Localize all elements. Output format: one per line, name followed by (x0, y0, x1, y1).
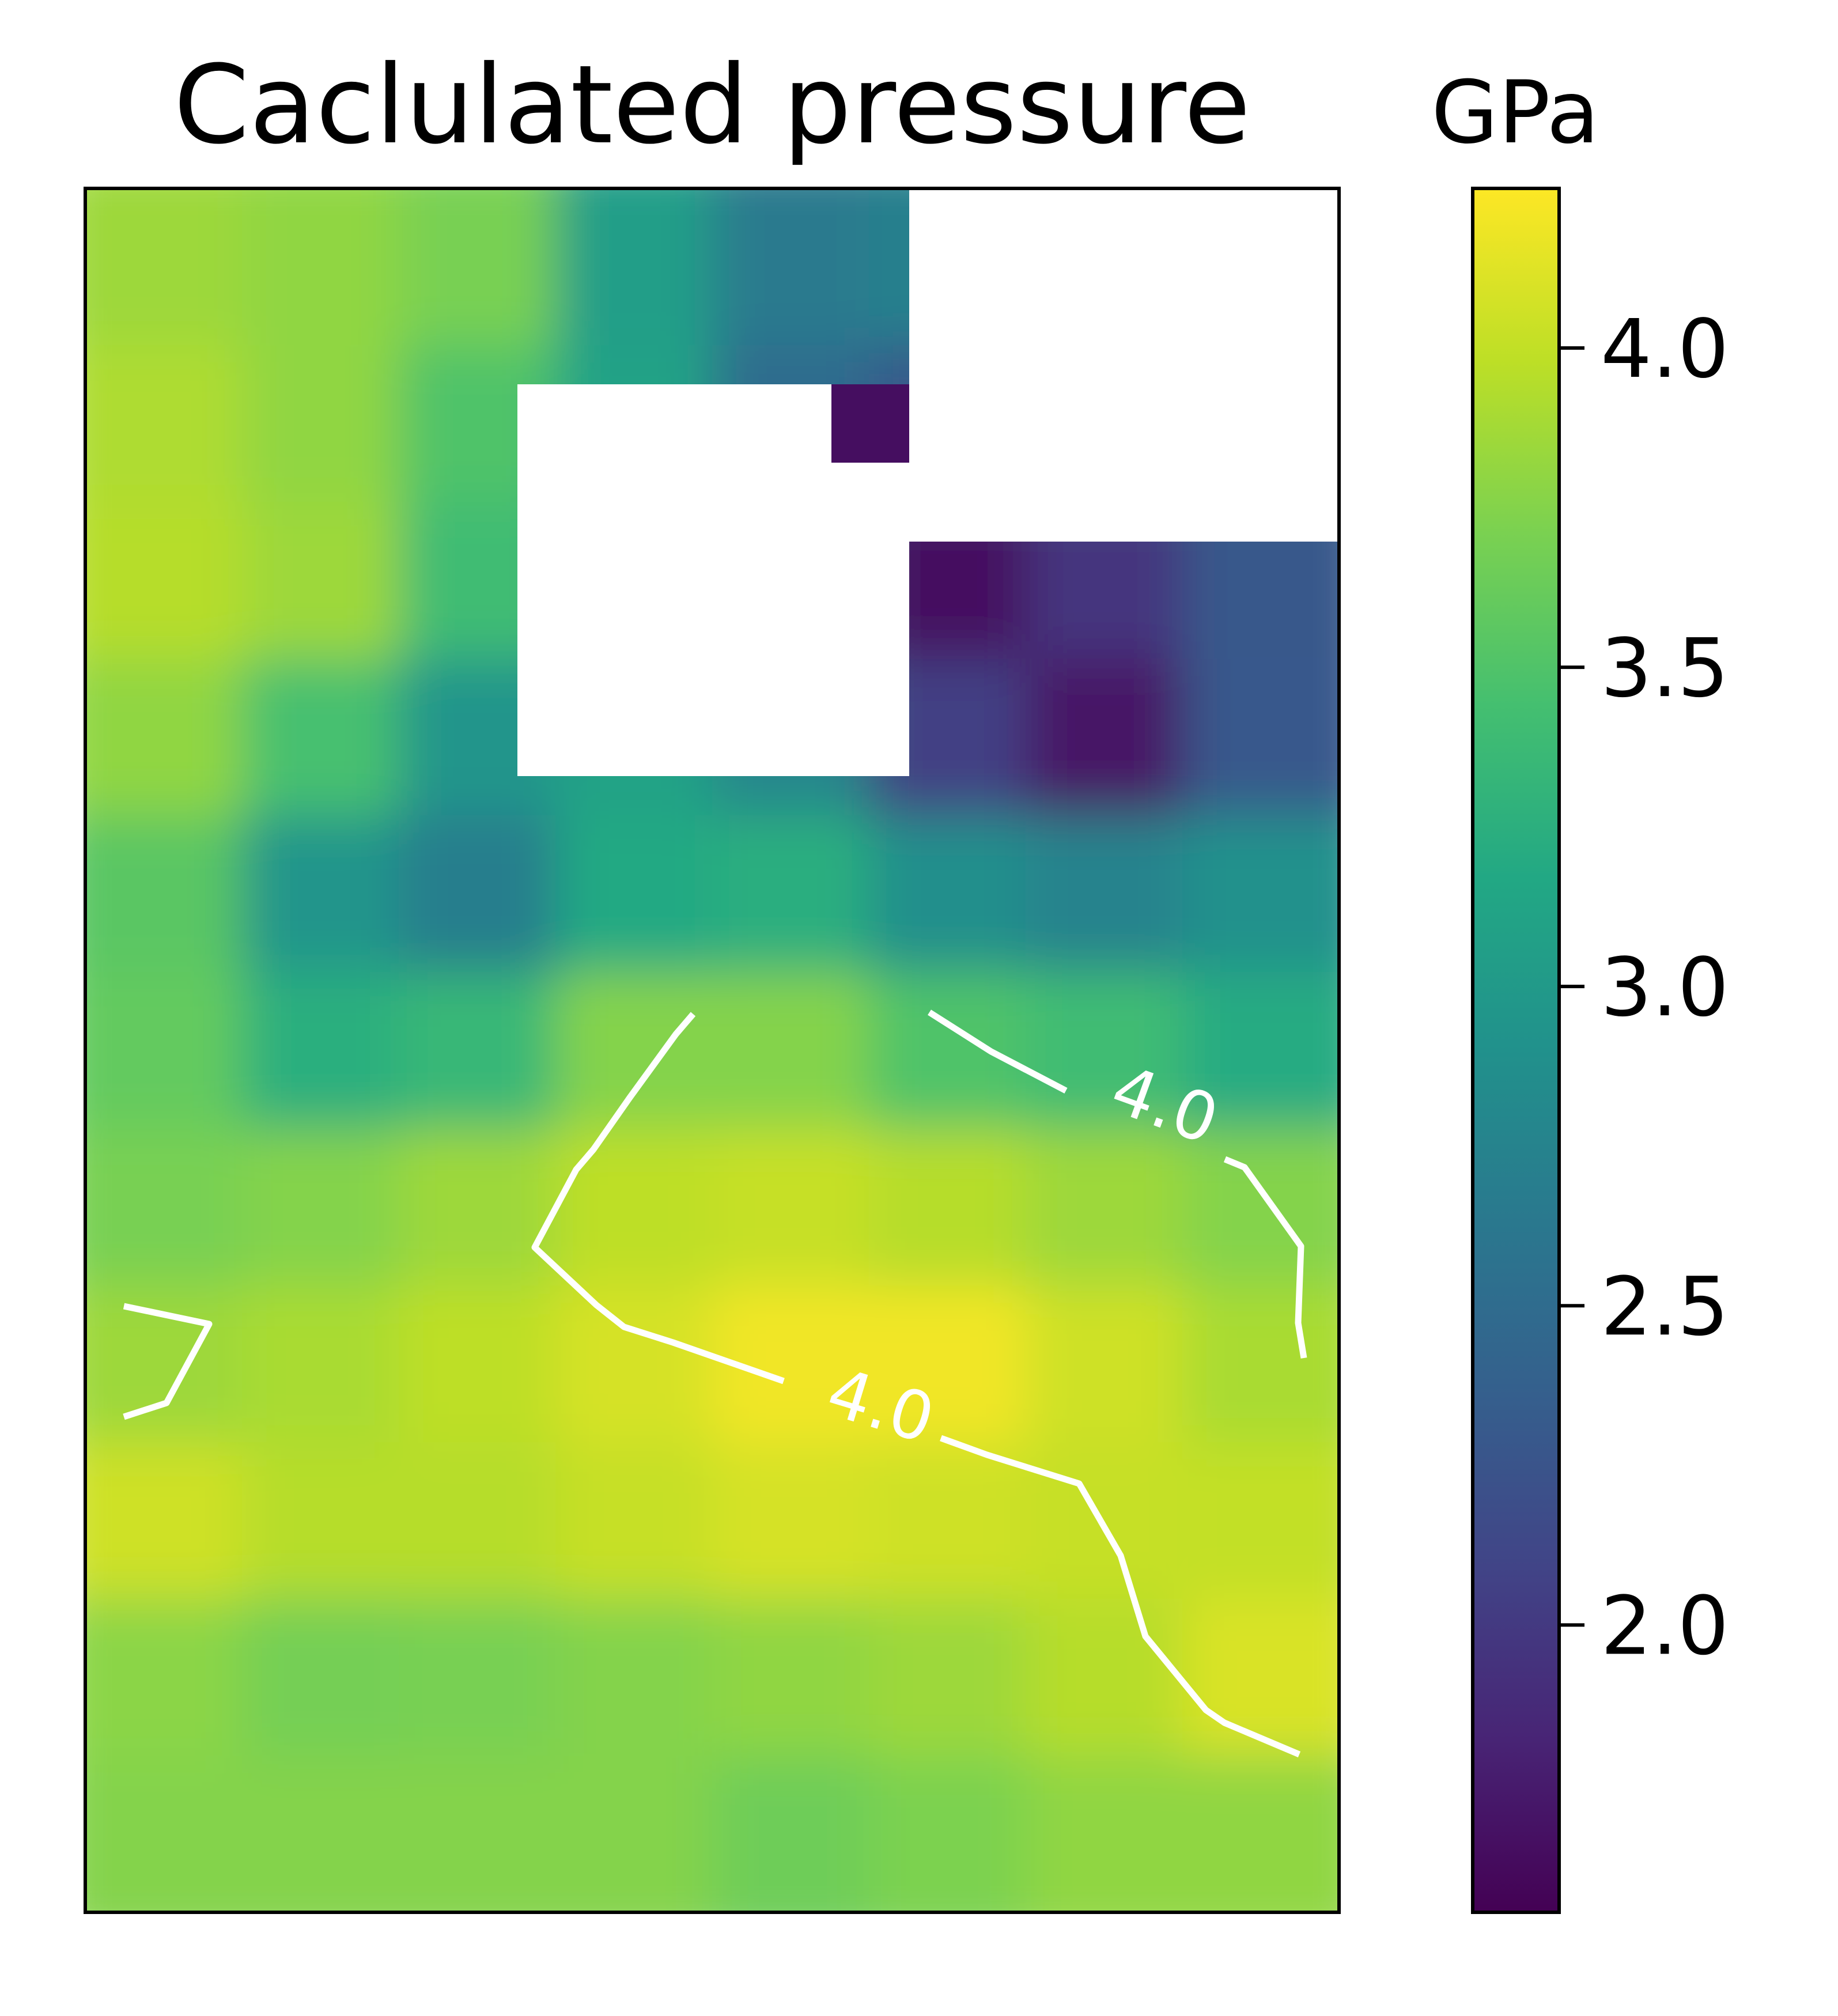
colorbar (1471, 187, 1561, 1914)
colorbar-ticks: 2.0 2.5 3.0 3.5 4.0 (1559, 302, 1729, 1673)
heatmap-cell (85, 815, 243, 973)
heatmap-cell (399, 1285, 556, 1443)
heatmap-cell (242, 345, 399, 502)
heatmap-cell (242, 1756, 399, 1912)
heatmap-cell (712, 1756, 869, 1912)
heatmap-cell (1026, 1285, 1183, 1443)
contour-line-right-a (928, 1009, 1068, 1094)
heatmap-cell (869, 1129, 1026, 1286)
heatmap-cell (242, 502, 399, 659)
heatmap-cell (85, 972, 243, 1129)
heatmap-cell (555, 972, 713, 1129)
heatmap-cell (85, 1442, 243, 1599)
heatmap-cell (399, 1599, 556, 1756)
heatmap-cell (1182, 972, 1339, 1129)
heatmap-cell (712, 815, 869, 973)
heatmap-cell (555, 1442, 713, 1599)
heatmap-cell (869, 1285, 1026, 1443)
masked-region-gap (831, 463, 909, 542)
heatmap-cell (1026, 659, 1183, 816)
heatmap-cell (869, 815, 1026, 973)
heatmap-cell (1182, 1756, 1339, 1912)
heatmap-cell (242, 972, 399, 1129)
heatmap-cell (869, 1756, 1026, 1912)
heatmap-cell (712, 1599, 869, 1756)
heatmap-cell (399, 1129, 556, 1286)
heatmap-cell (1182, 1129, 1339, 1286)
heatmap-cell (1026, 1756, 1183, 1912)
colorbar-label: GPa (1431, 63, 1599, 163)
heatmap-cell (1026, 1129, 1183, 1286)
heatmap-cell (869, 1442, 1026, 1599)
heatmap-cell (555, 188, 713, 346)
colorbar-tick-label: 3.5 (1601, 622, 1729, 716)
heatmap-cell (85, 502, 243, 659)
dark-patch-notch (831, 384, 909, 463)
plot-frame (84, 187, 1341, 1914)
heatmap-cell (399, 815, 556, 973)
heatmap-cell (85, 1129, 243, 1286)
heatmap-cell (242, 188, 399, 346)
heatmap-cell (1026, 1599, 1183, 1756)
contour-lines (123, 1009, 1307, 1758)
heatmap-cell (399, 1756, 556, 1912)
heatmap-cell (555, 1285, 713, 1443)
colorbar-tick-label: 2.5 (1601, 1260, 1729, 1354)
heatmap-cell (712, 188, 869, 346)
heatmap-cell (712, 972, 869, 1129)
heatmap-cell (242, 1442, 399, 1599)
heatmap-cell (1182, 1442, 1339, 1599)
heatmap-cell (1026, 815, 1183, 973)
heatmap-cell (85, 1599, 243, 1756)
heatmap-cell (555, 815, 713, 973)
heatmap-cell (869, 972, 1026, 1129)
heatmap-cell (399, 188, 556, 346)
heatmap-cell (242, 1129, 399, 1286)
heatmap-cell (712, 1129, 869, 1286)
contour-line-main-b (940, 1435, 1301, 1758)
heatmap-cell (1182, 815, 1339, 973)
heatmap-area (85, 188, 1339, 1912)
heatmap-cell (1026, 972, 1183, 1129)
heatmap-cell (242, 1285, 399, 1443)
heatmap-cell (85, 1756, 243, 1912)
heatmap-cell (242, 815, 399, 973)
heatmap-cell (85, 188, 243, 346)
colorbar-tick-label: 3.0 (1601, 941, 1729, 1035)
contour-line-main-a (531, 1012, 785, 1385)
heatmap-cell (712, 1442, 869, 1599)
heatmap-cell (242, 1599, 399, 1756)
chart-title: Caclulated pressure (173, 42, 1250, 168)
colorbar-tick-label: 4.0 (1601, 302, 1729, 396)
heatmap-cell (1182, 659, 1339, 816)
heatmap-cell (85, 659, 243, 816)
heatmap-cell (555, 1129, 713, 1286)
heatmap-cell (1182, 1599, 1339, 1756)
heatmap-cell (1026, 1442, 1183, 1599)
heatmap-cell (869, 1599, 1026, 1756)
masked-region-top-right (909, 188, 1339, 542)
heatmap-cell (555, 1599, 713, 1756)
colorbar-tick-label: 2.0 (1601, 1579, 1729, 1673)
heatmap-cell (399, 972, 556, 1129)
contour-line-right-b (1223, 1156, 1307, 1359)
heatmap-cell (555, 1756, 713, 1912)
heatmap-cell (399, 1442, 556, 1599)
contour-line-left (123, 1303, 213, 1420)
heatmap-cell (1182, 1285, 1339, 1443)
heatmap-cell (85, 345, 243, 502)
heatmap-cell (242, 659, 399, 816)
